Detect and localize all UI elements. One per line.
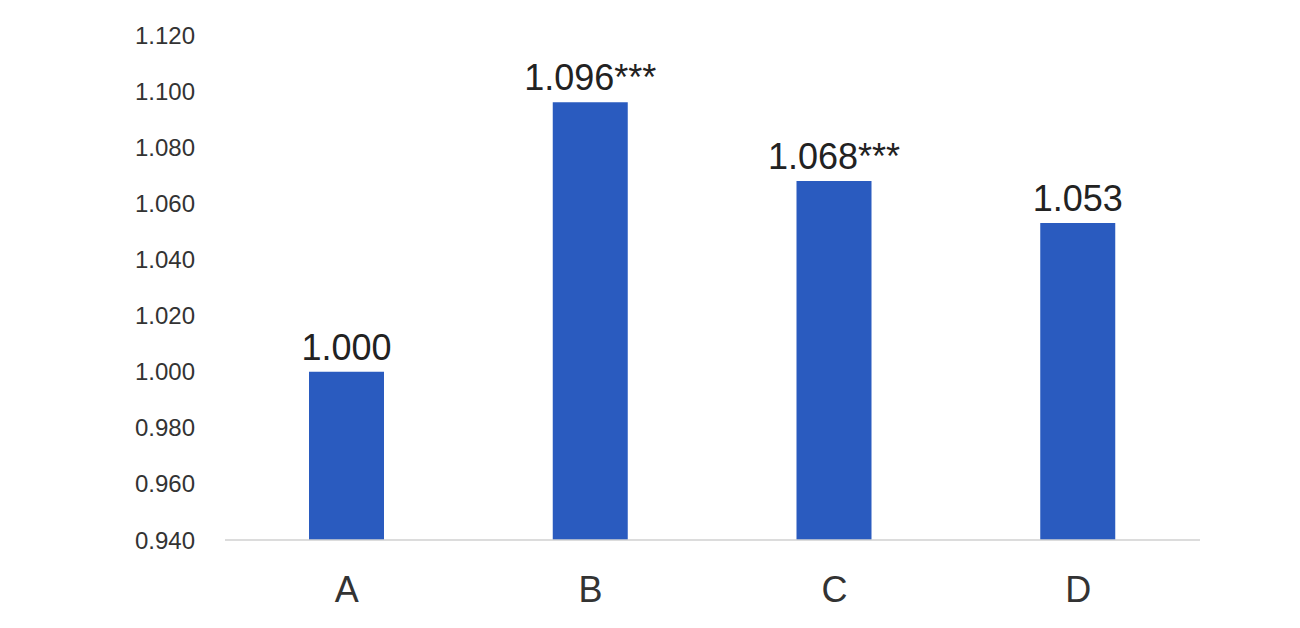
svg-text:A: A: [335, 569, 359, 610]
svg-text:0.940: 0.940: [135, 527, 195, 554]
svg-text:1.120: 1.120: [135, 22, 195, 49]
svg-text:D: D: [1065, 569, 1091, 610]
svg-text:1.000: 1.000: [301, 327, 391, 368]
svg-text:1.000: 1.000: [135, 358, 195, 385]
svg-text:1.060: 1.060: [135, 190, 195, 217]
svg-text:1.040: 1.040: [135, 246, 195, 273]
svg-text:1.080: 1.080: [135, 134, 195, 161]
svg-text:1.100: 1.100: [135, 78, 195, 105]
svg-text:0.980: 0.980: [135, 414, 195, 441]
svg-text:1.020: 1.020: [135, 302, 195, 329]
svg-text:1.068***: 1.068***: [768, 136, 900, 177]
svg-text:0.960: 0.960: [135, 470, 195, 497]
svg-text:1.096***: 1.096***: [524, 57, 656, 98]
svg-text:1.053: 1.053: [1033, 178, 1123, 219]
svg-text:C: C: [821, 569, 847, 610]
svg-text:B: B: [579, 569, 603, 610]
